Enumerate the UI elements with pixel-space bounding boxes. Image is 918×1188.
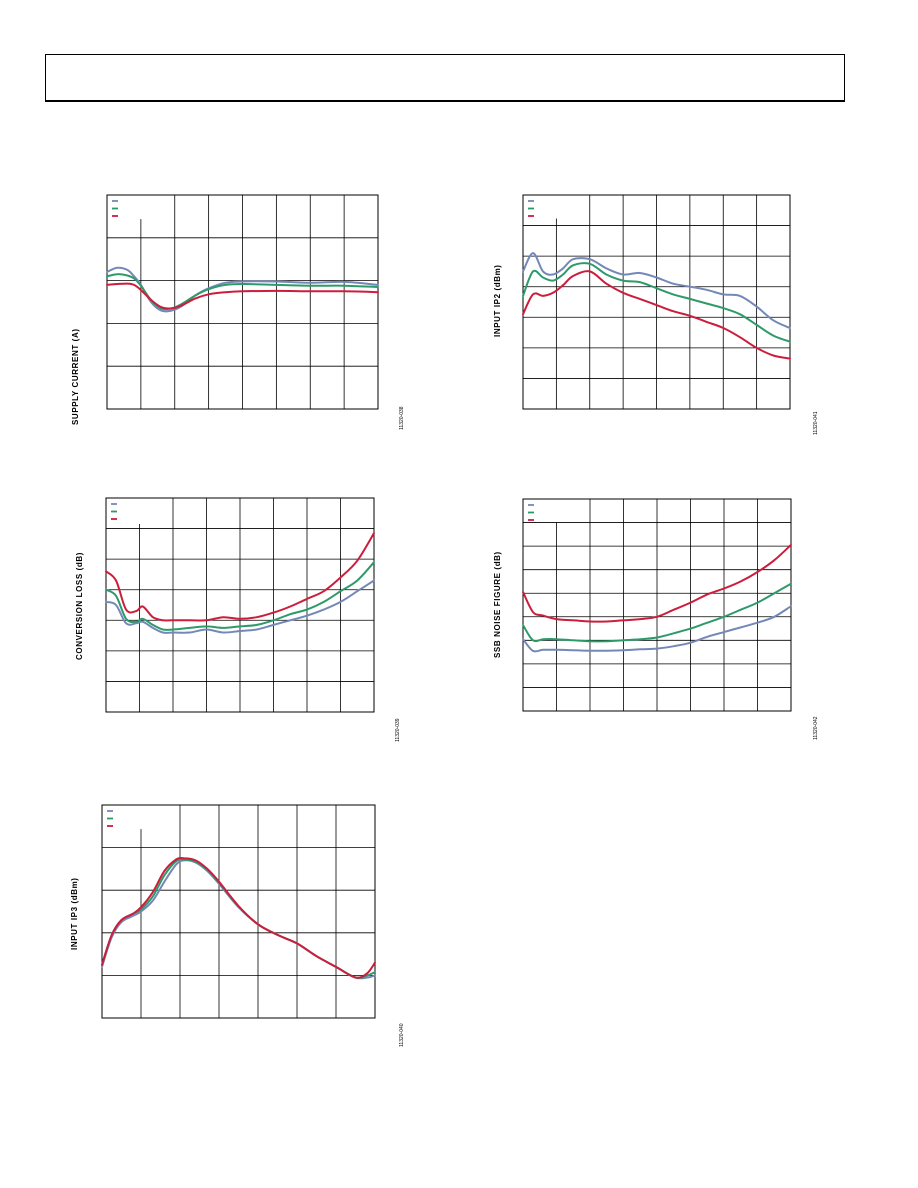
- figure-id: 11320-038: [399, 406, 405, 430]
- chart-grid: [105, 497, 375, 713]
- figure-id: 11320-040: [399, 1023, 405, 1047]
- chart-series-group: [522, 252, 791, 360]
- chart-supply-current: SUPPLY CURRENT (A) 11320-038: [60, 185, 420, 445]
- chart-conversion-loss: CONVERSION LOSS (dB) 11320-039: [60, 490, 420, 750]
- chart-series-group: [106, 266, 379, 313]
- series-line-3: [522, 270, 791, 360]
- legend-box: [524, 500, 556, 521]
- series-line-1: [101, 859, 376, 980]
- chart-input-ip3: INPUT IP3 (dBm) 11320-040: [60, 795, 420, 1055]
- series-line-1: [105, 579, 375, 634]
- series-line-3: [101, 857, 376, 979]
- series-line-3: [106, 282, 379, 310]
- y-axis-label: INPUT IP2 (dBm): [493, 264, 502, 337]
- chart-legend: [524, 500, 556, 521]
- chart-input-ip2: INPUT IP2 (dBm) 11320-041: [475, 185, 835, 445]
- series-line-2: [105, 561, 375, 631]
- chart-grid: [101, 804, 376, 1019]
- figure-id: 11320-041: [813, 411, 819, 435]
- y-axis-label: SUPPLY CURRENT (A): [71, 328, 80, 425]
- y-axis-label: CONVERSION LOSS (dB): [75, 552, 84, 660]
- chart-ssb-noise-figure: SSB NOISE FIGURE (dB) 11320-042: [475, 490, 835, 750]
- chart-grid: [522, 194, 791, 410]
- chart-legend: [108, 196, 140, 236]
- series-line-3: [105, 532, 375, 622]
- chart-series-group: [105, 532, 375, 634]
- chart-grid: [106, 194, 379, 410]
- series-line-2: [101, 858, 376, 979]
- series-line-1: [522, 605, 792, 653]
- y-axis-label: INPUT IP3 (dBm): [70, 877, 79, 950]
- series-line-2: [522, 262, 791, 343]
- series-line-1: [522, 252, 791, 329]
- chart-legend: [103, 806, 140, 846]
- chart-series-group: [522, 543, 792, 653]
- plot-frame: [101, 804, 376, 1019]
- series-line-3: [522, 543, 792, 623]
- series-line-2: [522, 582, 792, 643]
- page-header-box: [45, 54, 845, 102]
- figure-id: 11320-039: [395, 718, 401, 742]
- y-axis-label: SSB NOISE FIGURE (dB): [493, 551, 502, 658]
- chart-legend: [107, 499, 139, 527]
- figure-id: 11320-042: [813, 716, 819, 740]
- chart-legend: [524, 196, 556, 224]
- series-line-2: [106, 273, 379, 311]
- chart-series-group: [101, 857, 376, 980]
